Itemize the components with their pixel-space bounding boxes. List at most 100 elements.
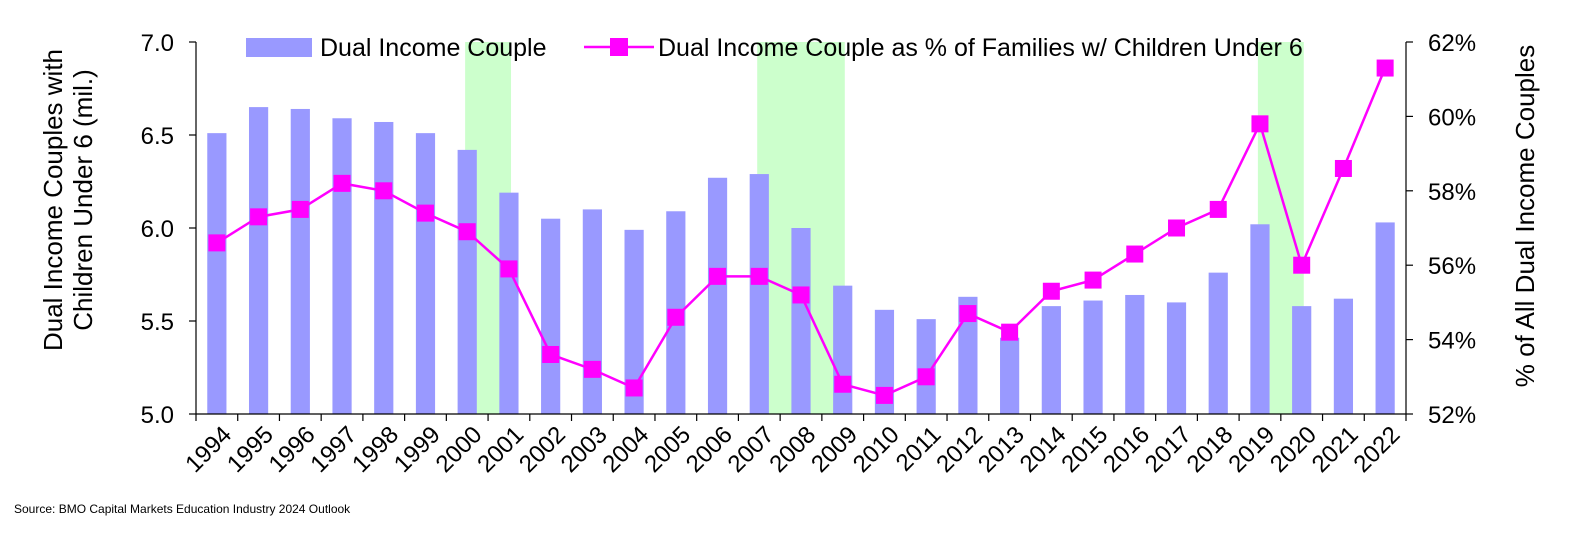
bar bbox=[958, 296, 978, 414]
bar bbox=[1166, 302, 1187, 414]
bar bbox=[833, 285, 853, 414]
line-point bbox=[542, 345, 560, 363]
bar bbox=[1000, 337, 1020, 414]
left-axis-title-line: Children Under 6 (mil.) bbox=[68, 69, 98, 331]
x-tick-label: 2013 bbox=[973, 421, 1030, 478]
left-axis-title: Dual Income Couples withChildren Under 6… bbox=[38, 49, 98, 351]
x-tick-label: 2012 bbox=[931, 421, 988, 478]
bar bbox=[582, 209, 602, 414]
x-tick-label: 1996 bbox=[264, 421, 321, 478]
chart: 5.05.56.06.57.052%54%56%58%60%62%1994199… bbox=[38, 30, 1540, 478]
line-point bbox=[792, 286, 810, 304]
right-axis-title: % of All Dual Income Couples bbox=[1510, 45, 1540, 388]
x-tick-label: 1995 bbox=[222, 421, 279, 478]
x-tick-label: 2022 bbox=[1349, 421, 1406, 478]
line-point bbox=[1376, 59, 1394, 77]
source-note: Source: BMO Capital Markets Education In… bbox=[14, 502, 351, 516]
bar bbox=[415, 133, 436, 414]
x-tick-label: 2008 bbox=[764, 421, 821, 478]
bar bbox=[1333, 298, 1354, 414]
left-tick-label: 5.0 bbox=[141, 402, 174, 429]
bar bbox=[248, 107, 269, 414]
line-point bbox=[1001, 323, 1019, 341]
left-tick-label: 6.5 bbox=[141, 123, 174, 150]
line-point bbox=[750, 267, 768, 285]
line-point bbox=[917, 368, 935, 386]
x-tick-label: 2000 bbox=[431, 421, 488, 478]
right-tick-label: 54% bbox=[1428, 328, 1476, 355]
bar bbox=[791, 228, 811, 414]
line-point bbox=[875, 386, 893, 404]
line-point bbox=[1209, 200, 1227, 218]
line-point bbox=[834, 375, 852, 393]
x-tick-label: 2007 bbox=[723, 421, 780, 478]
legend-swatch-marker bbox=[610, 38, 628, 56]
x-tick-label: 2018 bbox=[1182, 421, 1239, 478]
bar bbox=[1250, 224, 1270, 414]
x-tick-label: 1997 bbox=[305, 421, 362, 478]
bar bbox=[707, 177, 728, 414]
x-tick-label: 2017 bbox=[1140, 421, 1197, 478]
bar bbox=[332, 118, 352, 414]
line-point bbox=[1168, 219, 1186, 237]
bar bbox=[457, 149, 477, 414]
line-point bbox=[1042, 282, 1060, 300]
bar bbox=[1083, 300, 1103, 414]
line-point bbox=[458, 223, 476, 241]
line-point bbox=[625, 379, 643, 397]
line-point bbox=[1334, 159, 1352, 177]
bar bbox=[1375, 222, 1395, 414]
bar bbox=[499, 192, 519, 414]
left-tick-label: 6.0 bbox=[141, 216, 174, 243]
line-point bbox=[1126, 245, 1144, 263]
x-tick-label: 2016 bbox=[1098, 421, 1155, 478]
x-tick-label: 2001 bbox=[472, 421, 529, 478]
x-tick-label: 2011 bbox=[891, 421, 947, 477]
left-tick-label: 7.0 bbox=[141, 30, 174, 57]
right-tick-label: 62% bbox=[1428, 30, 1476, 57]
x-tick-label: 2009 bbox=[806, 421, 863, 478]
line-point bbox=[667, 308, 685, 326]
line-point bbox=[291, 200, 309, 218]
left-axis-title-line: Dual Income Couples with bbox=[38, 49, 68, 351]
x-tick-label: 1994 bbox=[180, 421, 237, 478]
line-point bbox=[375, 182, 393, 200]
x-tick-label: 2014 bbox=[1015, 421, 1072, 478]
x-tick-label: 1999 bbox=[389, 421, 446, 478]
x-tick-label: 2019 bbox=[1223, 421, 1280, 478]
x-tick-label: 2003 bbox=[556, 421, 613, 478]
axis-titles: Dual Income Couples withChildren Under 6… bbox=[38, 45, 1540, 388]
x-tick-label: 2004 bbox=[598, 421, 655, 478]
line-point bbox=[333, 174, 351, 192]
x-tick-label: 2020 bbox=[1265, 421, 1322, 478]
line-point bbox=[416, 204, 434, 222]
legend-swatch-bar bbox=[246, 38, 312, 57]
x-tick-label: 2005 bbox=[639, 421, 696, 478]
line-point bbox=[1251, 115, 1269, 133]
x-tick-label: 2002 bbox=[514, 421, 571, 478]
line-point bbox=[583, 360, 601, 378]
right-tick-label: 56% bbox=[1428, 253, 1476, 280]
line-point bbox=[1293, 256, 1311, 274]
x-tick-label: 1998 bbox=[347, 421, 404, 478]
right-tick-label: 60% bbox=[1428, 104, 1476, 131]
line-point bbox=[250, 208, 268, 226]
bar bbox=[541, 218, 561, 414]
bar bbox=[749, 174, 769, 414]
line-series bbox=[208, 59, 1394, 404]
bar bbox=[374, 121, 394, 414]
line-point bbox=[500, 260, 518, 278]
bar bbox=[1208, 272, 1228, 414]
right-tick-label: 52% bbox=[1428, 402, 1476, 429]
legend-label-bar: Dual Income Couple bbox=[320, 34, 547, 62]
line-point bbox=[709, 267, 727, 285]
bar bbox=[207, 133, 227, 414]
bar bbox=[1125, 294, 1145, 414]
line-point bbox=[959, 305, 977, 323]
bar bbox=[624, 229, 644, 414]
x-tick-label: 2021 bbox=[1307, 421, 1364, 478]
line-point bbox=[208, 234, 226, 252]
right-tick-label: 58% bbox=[1428, 179, 1476, 206]
legend-label-line: Dual Income Couple as % of Families w/ C… bbox=[658, 34, 1303, 62]
bar bbox=[916, 319, 936, 414]
